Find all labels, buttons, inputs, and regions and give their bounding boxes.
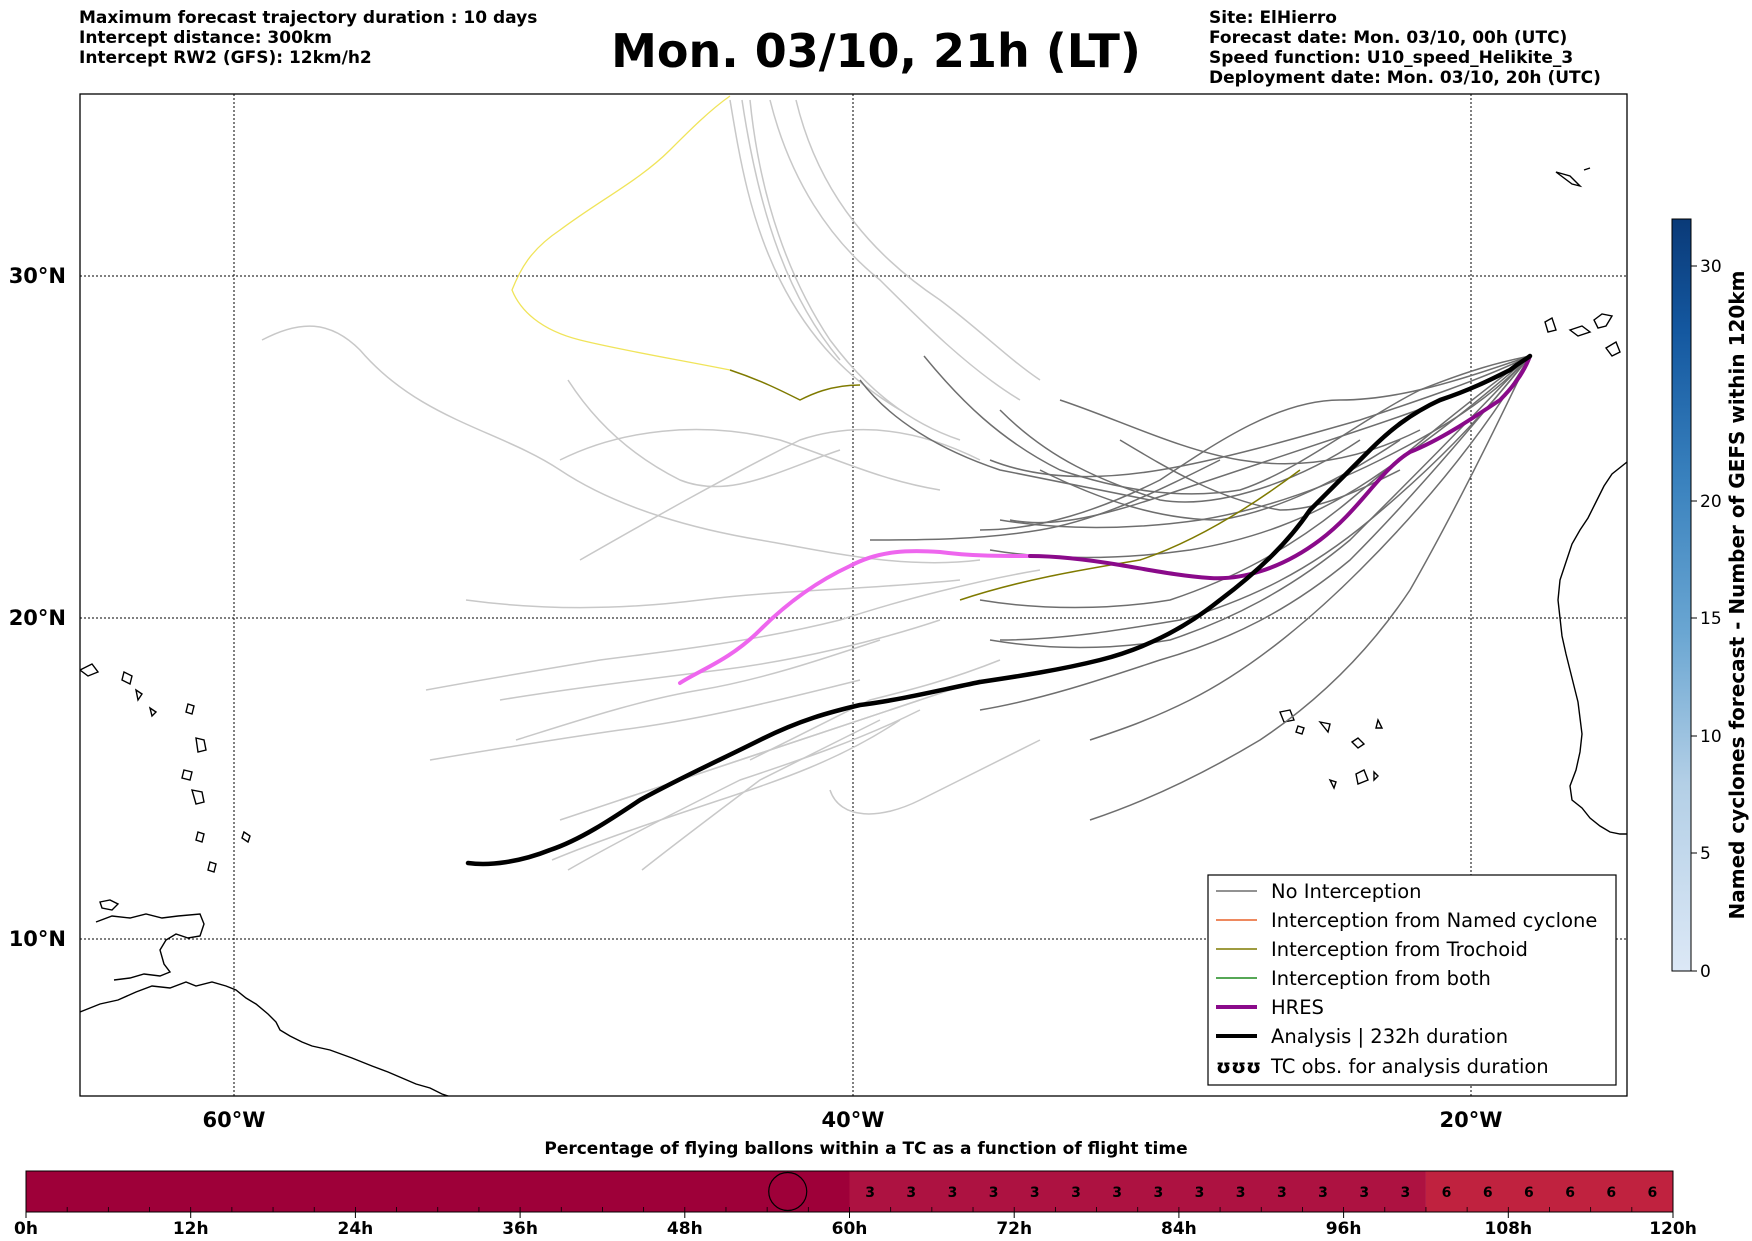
islands-nw [80,663,158,718]
time-bar-hour-label: 12h [173,1219,209,1239]
colorbar-tick-20: 20 [1700,492,1722,512]
lesser-antilles-5 [195,831,205,843]
lesser-antilles-6 [207,861,217,873]
time-bar-hour-label: 0h [14,1219,38,1239]
lon-label-40w: 40°W [822,1108,885,1132]
legend-trochoid: Interception from Trochoid [1271,938,1528,961]
ensemble-faint-tracks [261,99,1041,871]
time-bar-current-marker [768,1171,808,1212]
time-bar-value-label: 6 [1524,1185,1534,1201]
time-bar-hour-label: 48h [667,1219,703,1239]
time-bar-value-label: 3 [865,1185,875,1201]
time-bar-value-label: 3 [906,1185,916,1201]
time-bar-value-label: 3 [1400,1185,1410,1201]
header-intercept-rw2: Intercept RW2 (GFS): 12km/h2 [79,48,372,68]
time-bar-value-label: 3 [948,1185,958,1201]
lon-label-60w: 60°W [203,1108,266,1132]
legend-box [1207,874,1617,1086]
africa-coast [1557,461,1627,835]
header-left: Maximum forecast trajectory duration : 1… [79,8,537,68]
time-bar-segment-three [849,1171,1426,1212]
legend-both: Interception from both [1271,967,1491,990]
colorbar-tick-15: 15 [1700,609,1722,629]
time-bar-hour-label: 120h [1649,1219,1697,1239]
time-bar-value-label: 6 [1483,1185,1493,1201]
lat-labels: 30°N 20°N 10°N [9,264,66,951]
time-bar-value-label: 3 [1359,1185,1369,1201]
header-site: Site: ElHierro [1209,8,1337,28]
header-speed-function: Speed function: U10_speed_Helikite_3 [1209,48,1574,68]
map-content [80,95,1627,1096]
time-bar-value-label: 3 [1195,1185,1205,1201]
time-bar-value-label: 6 [1565,1185,1575,1201]
header-max-duration: Maximum forecast trajectory duration : 1… [79,8,538,28]
caribbean-coast [95,913,205,981]
lon-label-20w: 20°W [1440,1108,1503,1132]
south-america-coast [80,981,451,1096]
time-bar-hour-label: 24h [338,1219,374,1239]
colorbar-tick-30: 30 [1700,257,1722,277]
colorbar-tick-5: 5 [1700,844,1711,864]
header-forecast-date: Forecast date: Mon. 03/10, 00h (UTC) [1209,28,1568,48]
legend: No Interception Interception from Named … [1207,874,1617,1086]
lat-label-10n: 10°N [9,927,66,951]
analysis-track [465,353,1533,867]
legend-tc-obs: TC obs. for analysis duration [1270,1055,1549,1078]
canaries [1544,313,1621,357]
colorbar-title: Named cyclones forecast - Number of GEFS… [1725,271,1749,920]
time-bar-value-label: 3 [1277,1185,1287,1201]
lesser-antilles-2 [195,737,207,753]
time-bar-value-label: 3 [1071,1185,1081,1201]
time-bar-value-label: 3 [1318,1185,1328,1201]
map-frame [79,93,1628,1097]
coastlines [80,167,1627,1096]
time-bar-hour-label: 84h [1161,1219,1197,1239]
lesser-antilles-4 [191,789,205,805]
lesser-antilles-1 [185,703,195,715]
lesser-antilles-3 [181,769,193,781]
time-bar-value-label: 3 [1030,1185,1040,1201]
madeira [1555,167,1591,188]
time-bar-value-label: 6 [1442,1185,1452,1201]
hres-track [678,354,1532,685]
time-bar-value-label: 6 [1606,1185,1616,1201]
no-interception-tracks [859,355,1531,821]
time-bar-segment-zero [26,1171,850,1212]
island-sw [241,830,251,844]
time-bar-value-label: 3 [1112,1185,1122,1201]
time-bar-hour-label: 60h [832,1219,868,1239]
time-bar-value-label: 3 [1236,1185,1246,1201]
time-bar-value-label: 3 [1153,1185,1163,1201]
time-bar-segment-six [1425,1171,1673,1212]
lat-label-30n: 30°N [9,264,66,288]
lat-label-20n: 20°N [9,606,66,630]
colorbar-gradient [1671,218,1692,972]
trochoid-tracks [511,95,1301,601]
legend-analysis: Analysis | 232h duration [1271,1025,1508,1048]
time-bar-value-label: 6 [1648,1185,1658,1201]
hispaniola [99,899,120,911]
header-right: Site: ElHierro Forecast date: Mon. 03/10… [1209,8,1601,88]
page-title: Mon. 03/10, 21h (LT) [611,24,1141,78]
colorbar-tick-0: 0 [1700,962,1711,982]
time-bar-hour-label: 72h [996,1219,1032,1239]
time-bar-title: Percentage of flying ballons within a TC… [544,1139,1187,1159]
time-bar: 3 3 3 3 3 3 3 3 3 3 3 3 3 3 6 6 6 6 6 60h 12h 24h 36h 48h 60h 72h… [14,1170,1697,1239]
time-bar-hour-label: 36h [502,1219,538,1239]
header-intercept-distance: Intercept distance: 300km [79,28,332,48]
legend-hres: HRES [1271,996,1324,1019]
time-bar-hour-label: 96h [1326,1219,1362,1239]
time-bar-hour-label: 108h [1485,1219,1533,1239]
legend-no-interception: No Interception [1271,880,1422,903]
header-deployment-date: Deployment date: Mon. 03/10, 20h (UTC) [1209,68,1601,88]
legend-named-cyclone: Interception from Named cyclone [1271,909,1597,932]
time-bar-value-label: 3 [989,1185,999,1201]
cape-verde [1279,709,1384,790]
lon-labels: 60°W 40°W 20°W [203,1108,1503,1132]
legend-tc-symbol-icon: ʊʊʊ [1216,1055,1261,1078]
colorbar-tick-10: 10 [1700,727,1722,747]
colorbar: 0 5 10 15 20 30 Named cyclones forecast … [1671,218,1749,982]
